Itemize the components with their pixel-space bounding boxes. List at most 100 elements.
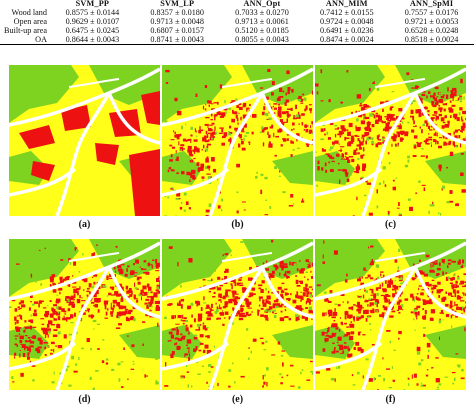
- panel-label-d: (d): [78, 394, 91, 405]
- built-up-region: [141, 91, 160, 125]
- wood-land-pixel: [94, 244, 96, 246]
- built-up-pixel: [305, 143, 310, 145]
- built-up-pixel: [115, 284, 117, 287]
- wood-land-pixel: [243, 137, 245, 141]
- wood-land-region: [9, 65, 79, 123]
- built-up-pixel: [299, 307, 303, 312]
- built-up-pixel: [266, 296, 269, 298]
- built-up-pixel: [301, 122, 304, 126]
- wood-land-pixel: [461, 368, 464, 372]
- built-up-pixel: [286, 270, 291, 274]
- wood-land-pixel: [441, 175, 443, 178]
- built-up-pixel: [239, 284, 242, 287]
- wood-land-pixel: [369, 323, 372, 325]
- built-up-pixel: [445, 276, 449, 281]
- built-up-pixel: [126, 335, 129, 337]
- built-up-pixel: [301, 314, 305, 319]
- wood-land-pixel: [459, 100, 463, 103]
- wood-land-pixel: [334, 124, 338, 127]
- built-up-pixel: [238, 143, 241, 148]
- built-up-pixel: [20, 343, 22, 345]
- wood-land-pixel: [311, 132, 313, 135]
- road-line: [162, 341, 230, 371]
- built-up-pixel: [270, 274, 275, 278]
- built-up-pixel: [195, 329, 200, 331]
- built-up-pixel: [344, 334, 348, 337]
- built-up-pixel: [377, 389, 379, 390]
- wood-land-pixel: [388, 387, 392, 389]
- built-up-pixel: [324, 128, 326, 132]
- wood-land-pixel: [93, 328, 95, 330]
- built-up-pixel: [458, 135, 461, 139]
- built-up-pixel: [210, 309, 214, 311]
- built-up-pixel: [188, 151, 190, 155]
- built-up-pixel: [445, 136, 448, 140]
- built-up-pixel: [178, 141, 180, 146]
- wood-land-pixel: [183, 254, 188, 258]
- built-up-pixel: [452, 87, 457, 91]
- built-up-pixel: [414, 125, 417, 127]
- road-line: [361, 92, 417, 216]
- built-up-pixel: [208, 168, 210, 171]
- built-up-pixel: [281, 111, 287, 115]
- built-up-pixel: [445, 94, 449, 99]
- wood-land-pixel: [419, 80, 423, 83]
- built-up-pixel: [267, 68, 271, 72]
- built-up-pixel: [265, 260, 268, 263]
- built-up-pixel: [450, 295, 454, 297]
- wood-land-pixel: [228, 107, 232, 110]
- row-label: Open area: [13, 16, 47, 26]
- built-up-pixel: [177, 302, 179, 306]
- wood-land-pixel: [442, 319, 444, 321]
- wood-land-pixel: [119, 255, 123, 260]
- built-up-pixel: [16, 263, 20, 265]
- built-up-pixel: [236, 210, 239, 214]
- built-up-pixel: [281, 295, 284, 300]
- built-up-pixel: [218, 112, 224, 116]
- built-up-pixel: [248, 143, 251, 145]
- built-up-pixel: [59, 291, 61, 295]
- wood-land-pixel: [169, 156, 171, 158]
- built-up-pixel: [238, 282, 243, 284]
- built-up-pixel: [367, 274, 371, 278]
- built-up-pixel: [360, 348, 364, 354]
- built-up-pixel: [388, 295, 391, 297]
- built-up-pixel: [144, 374, 147, 378]
- built-up-pixel: [153, 292, 158, 296]
- built-up-pixel: [199, 317, 202, 321]
- built-up-pixel: [237, 133, 240, 137]
- wood-land-pixel: [132, 360, 135, 362]
- wood-land-pixel: [305, 271, 308, 273]
- built-up-pixel: [129, 271, 134, 276]
- wood-land-pixel: [396, 144, 399, 147]
- built-up-pixel: [460, 300, 465, 302]
- built-up-pixel: [439, 336, 440, 340]
- built-up-pixel: [117, 264, 122, 268]
- built-up-pixel: [213, 291, 216, 294]
- built-up-pixel: [453, 131, 455, 135]
- wood-land-pixel: [416, 351, 421, 355]
- built-up-pixel: [421, 102, 423, 104]
- built-up-pixel: [210, 119, 213, 121]
- built-up-pixel: [338, 143, 340, 145]
- built-up-pixel: [327, 299, 330, 303]
- built-up-pixel: [389, 280, 394, 285]
- built-up-pixel: [305, 259, 310, 263]
- built-up-pixel: [224, 311, 229, 315]
- built-up-pixel: [348, 156, 354, 158]
- built-up-pixel: [460, 143, 462, 148]
- built-up-pixel: [357, 332, 361, 336]
- built-up-pixel: [218, 293, 222, 298]
- wood-land-pixel: [269, 206, 272, 209]
- built-up-pixel: [259, 297, 261, 302]
- built-up-pixel: [338, 150, 343, 152]
- built-up-pixel: [370, 294, 373, 296]
- header-empty: [0, 0, 50, 8]
- built-up-pixel: [186, 344, 188, 346]
- built-up-pixel: [284, 274, 288, 277]
- wood-land-region: [315, 239, 385, 297]
- built-up-pixel: [371, 245, 374, 248]
- built-up-pixel: [413, 373, 417, 378]
- built-up-pixel: [224, 301, 229, 305]
- built-up-pixel: [266, 382, 268, 387]
